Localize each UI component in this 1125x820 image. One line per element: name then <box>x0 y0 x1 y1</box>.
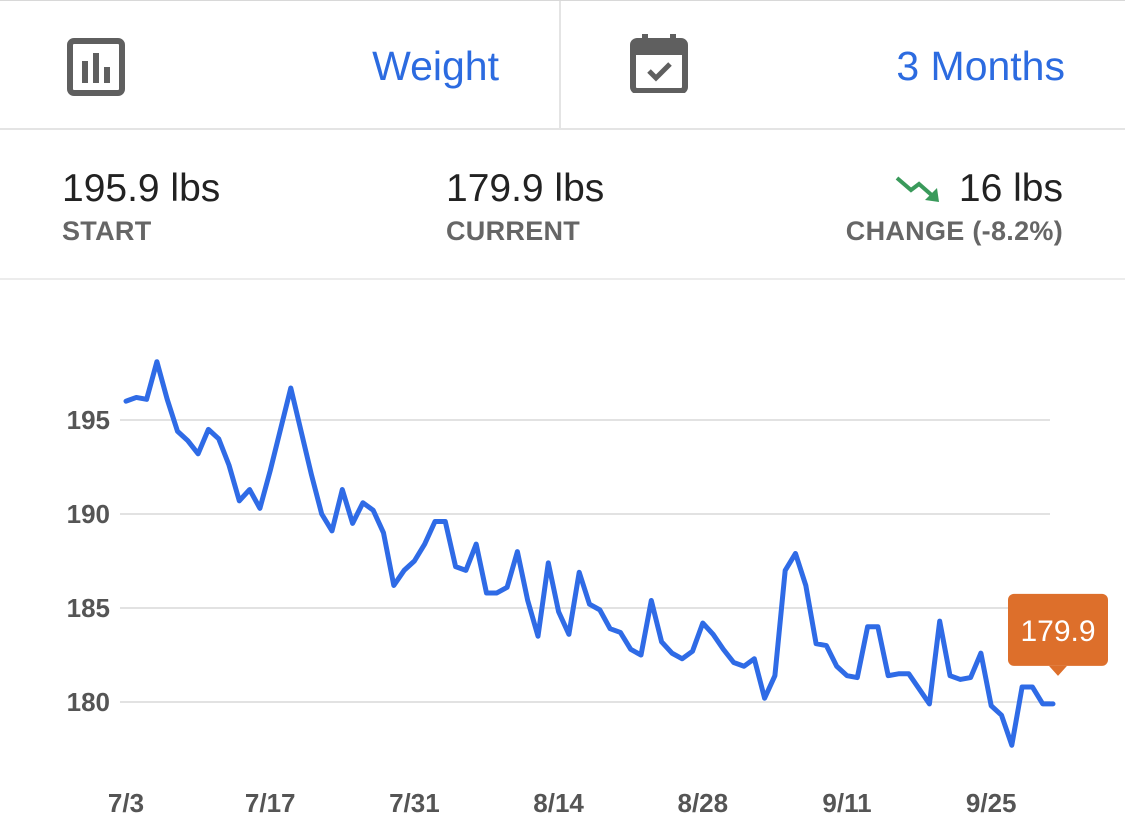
range-selector[interactable]: 3 Months <box>563 1 1125 129</box>
calendar-check-icon <box>630 34 688 93</box>
x-tick-label: 7/31 <box>389 788 440 818</box>
stat-start: 195.9 lbs START <box>62 166 220 247</box>
chart-canvas: 180 185 190 195 7/3 7/17 7/31 8/14 8/28 9/11 9/25 1… <box>67 359 1108 818</box>
stats-summary: 195.9 lbs START 179.9 lbs CURRENT 16 lbs… <box>0 130 1125 280</box>
change-value: 16 lbs <box>958 167 1063 210</box>
x-tick-label: 8/28 <box>677 788 728 818</box>
x-tick-label: 9/11 <box>822 788 871 818</box>
x-tick-label: 7/17 <box>245 788 296 818</box>
current-value: 179.9 lbs <box>446 167 605 210</box>
x-tick-label: 8/14 <box>533 788 584 818</box>
tooltip-pointer <box>1049 665 1067 676</box>
weight-chart: 180 185 190 195 7/3 7/17 7/31 8/14 8/28 9/11 9/25 1… <box>0 282 1125 820</box>
x-tick-label: 7/3 <box>108 788 144 818</box>
start-value: 195.9 lbs <box>62 167 221 210</box>
y-tick-label: 180 <box>67 687 110 717</box>
metric-label: Weight <box>372 43 499 89</box>
value-tooltip <box>1008 593 1108 666</box>
bar-chart-icon <box>67 38 125 96</box>
change-label: CHANGE (-8.2%) <box>845 216 1063 246</box>
stat-change: 16 lbs CHANGE (-8.2%) <box>846 166 1063 247</box>
start-label: START <box>62 216 152 246</box>
stat-current: 179.9 lbs CURRENT <box>446 166 604 247</box>
toolbar: Weight 3 Months <box>0 0 1125 130</box>
y-tick-label: 195 <box>67 405 110 435</box>
y-tick-label: 190 <box>67 499 110 529</box>
x-tick-label: 9/25 <box>966 788 1017 818</box>
weight-series-line <box>123 359 1056 748</box>
tooltip-value: 179.9 <box>1020 615 1095 648</box>
current-label: CURRENT <box>446 216 581 246</box>
y-tick-label: 185 <box>67 593 110 623</box>
range-label: 3 Months <box>896 43 1065 89</box>
metric-selector[interactable]: Weight <box>0 1 561 129</box>
trend-down-icon <box>895 176 939 202</box>
